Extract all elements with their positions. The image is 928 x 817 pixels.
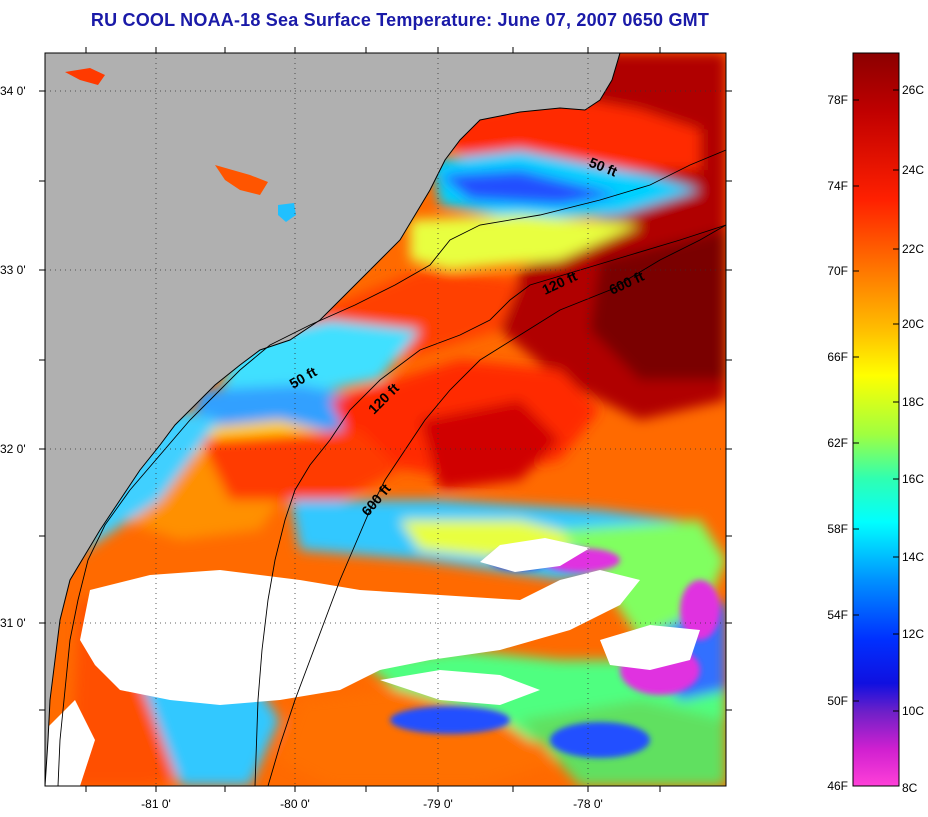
cbar-c-20: 20C [902, 317, 924, 331]
cloud-mask-sw [45, 700, 95, 786]
inland-water-lake [65, 68, 105, 85]
cloud-mask-east [480, 538, 590, 572]
cbar-f-70: 70F [827, 264, 848, 278]
cbar-c-24: 24C [902, 163, 924, 177]
map-frame [44, 52, 727, 787]
cbar-c-18: 18C [902, 395, 924, 409]
isobath-600ft [267, 224, 726, 786]
cbar-c-16: 16C [902, 472, 924, 486]
lat-label-31: 31 0' [0, 616, 26, 630]
isobath-120ft [254, 224, 726, 786]
cbar-c-22: 22C [902, 242, 924, 256]
cbar-c-8: 8C [902, 781, 918, 795]
isobath-50ft [57, 149, 726, 786]
cloud-mask [80, 570, 640, 705]
map-ticks [39, 47, 732, 792]
cbar-f-78: 78F [827, 93, 848, 107]
lat-label-34: 34 0' [0, 84, 26, 98]
coastline [45, 53, 621, 786]
lon-label-80: -80 0' [280, 797, 310, 811]
cbar-f-62: 62F [827, 436, 848, 450]
cbar-f-54: 54F [827, 608, 848, 622]
cbar-c-12: 12C [902, 627, 924, 641]
cbar-c-26: 26C [902, 83, 924, 97]
cloud-mask-se [600, 625, 700, 670]
lat-label-32: 32 0' [0, 442, 26, 456]
map-title: RU COOL NOAA-18 Sea Surface Temperature:… [90, 10, 710, 30]
inland-water-north [215, 165, 268, 195]
cloud-mask-south [380, 670, 540, 705]
lat-label-33: 33 0' [0, 263, 26, 277]
land-mass [45, 53, 620, 786]
cbar-f-74: 74F [827, 179, 848, 193]
colorbar-gradient [852, 52, 900, 787]
lon-label-78: -78 0' [573, 797, 603, 811]
sst-field [70, 53, 726, 786]
cbar-c-10: 10C [902, 704, 924, 718]
cbar-f-50: 50F [827, 694, 848, 708]
lon-label-79: -79 0' [423, 797, 453, 811]
cbar-f-46: 46F [827, 779, 848, 793]
cbar-f-58: 58F [827, 522, 848, 536]
colorbar-ticks [853, 89, 899, 712]
cbar-f-66: 66F [827, 350, 848, 364]
cbar-c-14: 14C [902, 550, 924, 564]
graticule [45, 53, 726, 786]
inland-water-small [278, 203, 296, 222]
lon-label-81: -81 0' [141, 797, 171, 811]
